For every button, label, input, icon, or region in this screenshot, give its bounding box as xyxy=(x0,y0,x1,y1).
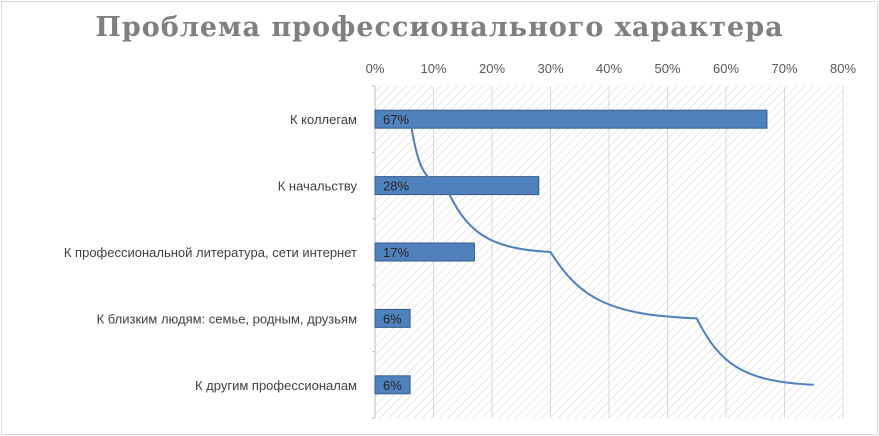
bar xyxy=(374,109,768,129)
bar xyxy=(374,308,411,328)
x-tick-label: 20% xyxy=(479,61,505,76)
data-label: 67% xyxy=(383,112,409,127)
category-label: К близким людям: семье, родным, друзьям xyxy=(97,311,357,326)
x-tick-label: 50% xyxy=(654,61,680,76)
bar xyxy=(374,375,411,395)
data-label: 6% xyxy=(383,378,402,393)
bar xyxy=(374,176,540,196)
data-label: 28% xyxy=(383,179,409,194)
trendline xyxy=(409,119,814,386)
category-label: К другим профессионалам xyxy=(195,378,357,393)
category-label: К начальству xyxy=(278,179,358,194)
x-tick-label: 0% xyxy=(366,61,385,76)
x-tick-label: 10% xyxy=(420,61,446,76)
bar xyxy=(374,242,475,262)
data-label: 6% xyxy=(383,311,402,326)
x-tick-label: 30% xyxy=(537,61,563,76)
category-label: К коллегам xyxy=(290,112,357,127)
x-tick-label: 60% xyxy=(713,61,739,76)
x-tick-label: 80% xyxy=(830,61,856,76)
x-tick-label: 40% xyxy=(596,61,622,76)
category-label: К профессиональной литература, сети инте… xyxy=(64,245,357,260)
chart-title: Проблема профессионального характера xyxy=(95,12,784,43)
x-tick-label: 70% xyxy=(771,61,797,76)
data-label: 17% xyxy=(383,245,409,260)
